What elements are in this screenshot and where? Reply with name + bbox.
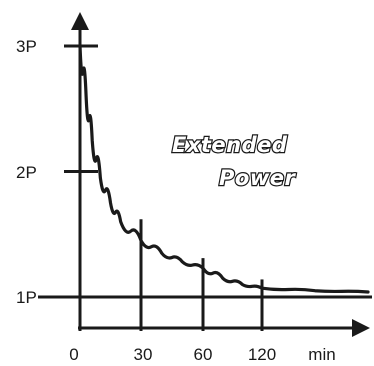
chart-title-line-1: Extended xyxy=(172,133,288,157)
y-tick-label-2p: 2P xyxy=(16,163,37,182)
x-tick-label-120: 120 xyxy=(248,345,276,364)
x-tick-label-min: min xyxy=(308,345,335,364)
chart-tick-labels: 1P 2P 3P 0 30 60 120 min xyxy=(16,37,336,364)
x-tick-label-60: 60 xyxy=(194,345,213,364)
y-tick-label-3p: 3P xyxy=(16,37,37,56)
x-tick-label-30: 30 xyxy=(134,345,153,364)
x-axis-arrow xyxy=(352,319,370,337)
x-tick-label-0: 0 xyxy=(69,345,78,364)
chart-guides xyxy=(38,219,372,331)
chart-title-line-2: Power xyxy=(219,166,296,190)
chart-series xyxy=(78,44,370,294)
chart-axes xyxy=(64,12,370,337)
power-curve xyxy=(78,44,370,294)
y-tick-label-1p: 1P xyxy=(16,288,37,307)
y-axis-arrow xyxy=(71,12,89,30)
